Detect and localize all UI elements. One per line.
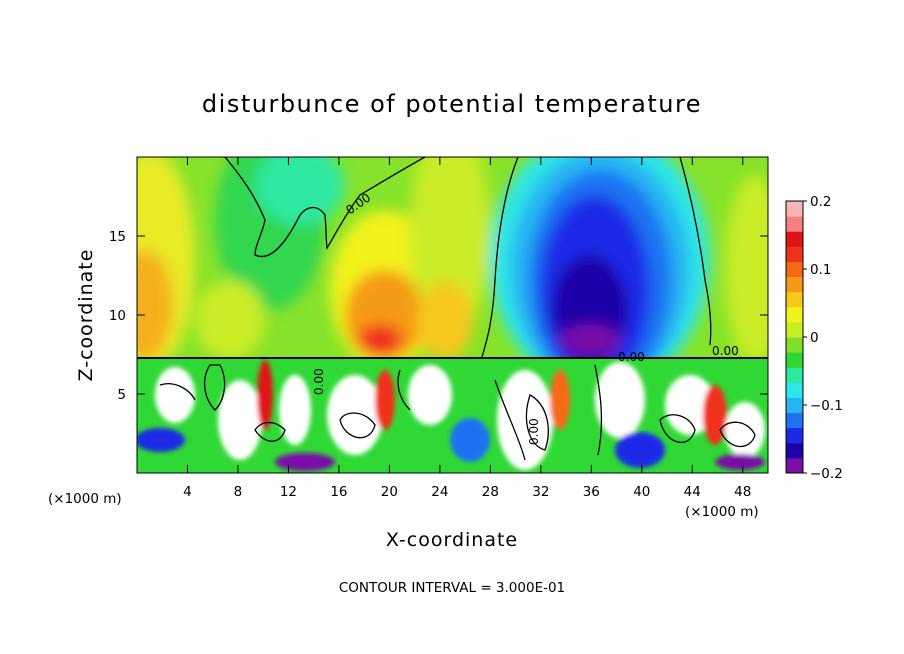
x-unit-left: (×1000 m) <box>48 491 122 507</box>
y-tick-label: 5 <box>117 387 126 403</box>
x-tick-label: 8 <box>234 484 243 500</box>
eddy-contour-4 <box>525 394 549 451</box>
colorbar-swatch <box>786 397 803 414</box>
eddy-red-4 <box>703 385 727 445</box>
eddy-white-3 <box>279 375 311 445</box>
upper-layer-blobs <box>137 157 768 390</box>
eddy-white-9 <box>725 402 765 458</box>
eddy-white-5 <box>408 365 452 425</box>
eddy-white-2 <box>218 380 262 460</box>
x-tick-label: 48 <box>734 484 751 500</box>
x-tick-label: 40 <box>633 484 650 500</box>
colorbar-tick-label: −0.2 <box>810 466 843 482</box>
eddy-red-3 <box>550 370 570 430</box>
eddy-white-6 <box>497 370 553 470</box>
eddy-contour-2 <box>254 421 286 442</box>
contour-label-2: 0.00 <box>618 350 645 364</box>
colorbar-tick-label: 0.2 <box>810 194 831 210</box>
eddy-contour-1 <box>203 364 226 411</box>
eddy-contour-9 <box>397 369 411 411</box>
colorbar-swatch <box>786 412 803 429</box>
eddy-blue-1 <box>137 428 185 452</box>
eddy-contour-10 <box>159 383 196 401</box>
x-axis-ticks: 4 8 12 16 20 24 28 32 36 40 44 48 <box>183 157 751 500</box>
x-tick-label: 4 <box>183 484 192 500</box>
colorbar-swatch <box>786 457 803 474</box>
y-tick-label: 15 <box>109 229 126 245</box>
heatmap-field: 0.00 0.00 0.00 0.00 0.00 <box>137 157 768 473</box>
colorbar-swatch <box>786 201 803 217</box>
x-tick-label: 24 <box>431 484 448 500</box>
x-tick-label: 32 <box>532 484 549 500</box>
eddy-red-1 <box>257 360 273 430</box>
warm-plume-mid <box>195 280 265 360</box>
warm-core-left <box>137 250 173 360</box>
contour-zero-right <box>481 157 519 358</box>
colorbar-swatch <box>786 352 803 368</box>
eddy-blue-3 <box>450 418 490 462</box>
y-tick-label: 10 <box>109 308 126 324</box>
eddy-contour-5 <box>494 379 526 461</box>
contour-interval-note: CONTOUR INTERVAL = 3.000E-01 <box>339 580 565 596</box>
x-unit-right: (×1000 m) <box>685 504 759 520</box>
eddy-purple-1 <box>715 454 765 470</box>
eddy-contour-7 <box>659 414 696 443</box>
cool-plume-b <box>255 157 345 225</box>
eddy-blue-4 <box>615 432 665 468</box>
x-tick-label: 12 <box>280 484 297 500</box>
contour-zero-left <box>224 157 426 258</box>
colorbar-swatch <box>786 231 803 247</box>
colorbar-swatch <box>786 427 803 444</box>
eddy-white-7 <box>595 362 645 438</box>
colorbar-swatch <box>786 367 803 383</box>
contour-label-3: 0.00 <box>712 344 739 358</box>
eddy-contour-6 <box>594 364 603 456</box>
eddy-white-1 <box>155 367 195 423</box>
colorbar-swatch <box>786 321 803 338</box>
colorbar-tick-label: 0 <box>810 330 819 346</box>
colorbar: 0.2 0.1 0 −0.1 −0.2 <box>785 194 843 482</box>
cold-core <box>560 325 620 355</box>
x-tick-label: 36 <box>583 484 600 500</box>
colorbar-swatch <box>786 306 803 323</box>
colorbar-swatch <box>786 442 803 459</box>
x-tick-label: 20 <box>381 484 398 500</box>
eddy-contour-3 <box>339 412 376 439</box>
eddy-red-2 <box>375 370 395 430</box>
colorbar-tick-label: −0.1 <box>810 398 843 414</box>
warm-core-c <box>417 280 473 360</box>
eddy-white-4 <box>327 375 383 455</box>
colorbar-swatch <box>786 337 803 353</box>
colorbar-tick-label: 0.1 <box>810 262 831 278</box>
colorbar-swatch <box>786 216 803 232</box>
colorbar-swatch <box>786 291 803 308</box>
chart-title: disturbunce of potential temperature <box>202 90 702 118</box>
eddy-white-8 <box>665 375 715 435</box>
x-axis-label: X-coordinate <box>386 529 518 551</box>
y-axis-ticks: 5 10 15 <box>109 229 768 403</box>
x-tick-label: 44 <box>684 484 701 500</box>
x-tick-label: 28 <box>482 484 499 500</box>
contour-lines <box>137 157 768 461</box>
colorbar-swatch <box>786 382 803 398</box>
warm-plume-right <box>725 175 768 365</box>
y-axis-label: Z-coordinate <box>75 249 97 382</box>
x-tick-label: 16 <box>330 484 347 500</box>
colorbar-swatch <box>786 246 803 262</box>
contour-label-5: 0.00 <box>312 368 326 395</box>
contour-zero-right-b <box>679 157 712 346</box>
warm-hot-b <box>358 324 402 356</box>
colorbar-swatch <box>786 276 803 293</box>
contour-label-4: 0.00 <box>527 418 541 445</box>
eddy-contour-8 <box>719 421 756 448</box>
colorbar-swatch <box>786 261 803 278</box>
eddy-blue-2 <box>275 453 335 471</box>
